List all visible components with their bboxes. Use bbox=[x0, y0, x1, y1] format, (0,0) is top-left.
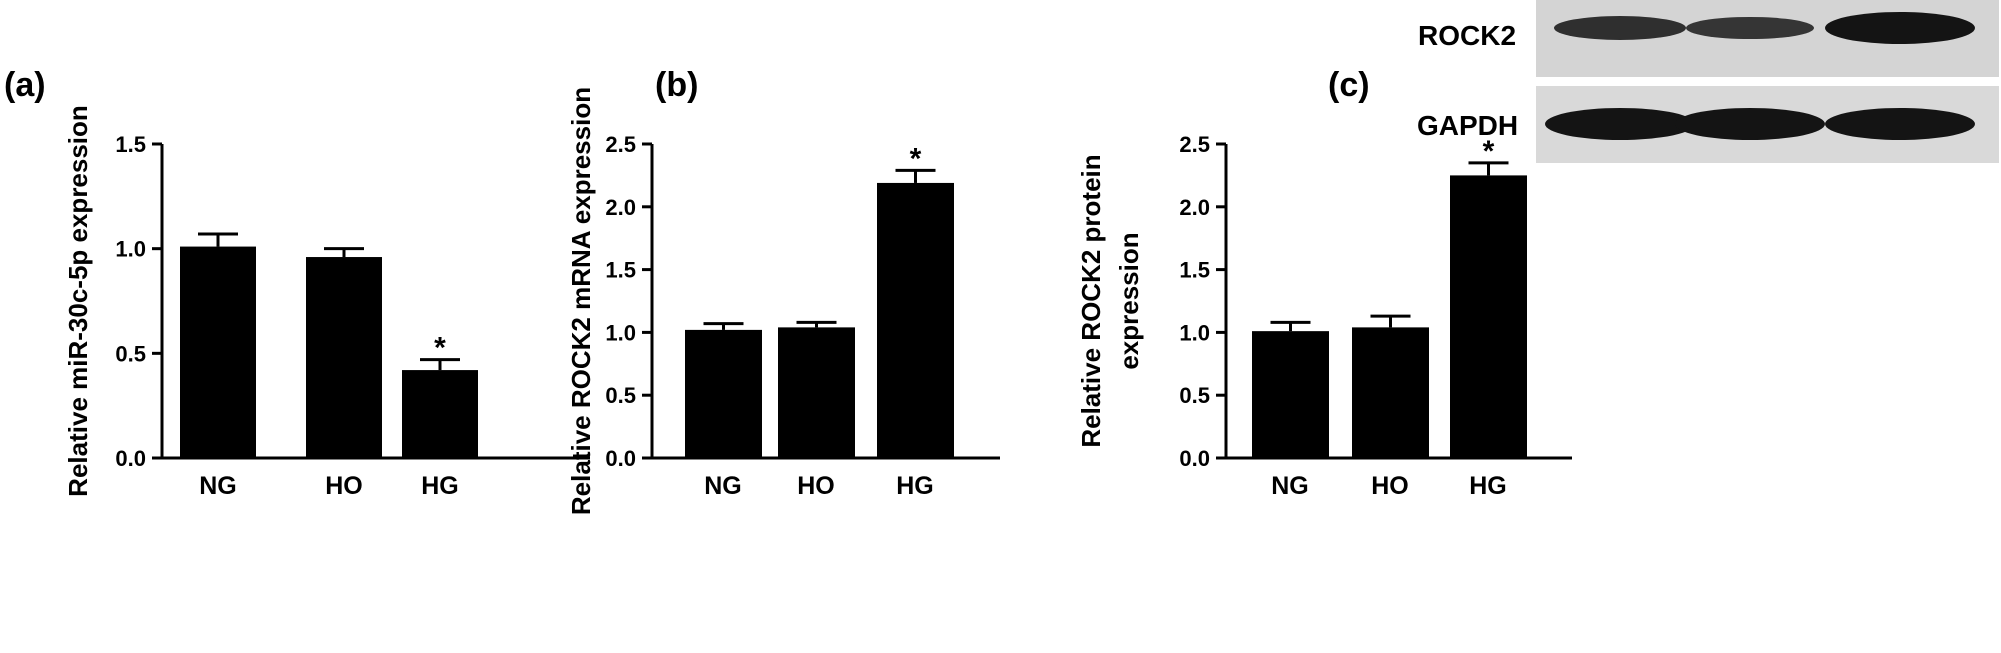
y-tick-label: 2.0 bbox=[605, 195, 636, 220]
blot-band-gapdh-hg bbox=[1825, 108, 1975, 140]
bar-ho bbox=[778, 327, 855, 458]
bar-ng bbox=[180, 246, 256, 458]
y-tick-label: 1.0 bbox=[1179, 320, 1210, 345]
x-tick-label: HG bbox=[896, 472, 934, 500]
bar-hg bbox=[402, 370, 478, 458]
western-blot: ROCK2 GAPDH bbox=[1417, 0, 1999, 163]
y-tick-label: 1.0 bbox=[605, 320, 636, 345]
y-tick-label: 2.5 bbox=[605, 132, 636, 157]
y-tick-label: 1.5 bbox=[115, 132, 146, 157]
y-tick-label: 1.5 bbox=[1179, 258, 1210, 283]
x-tick-label: HO bbox=[797, 472, 835, 500]
significance-star: * bbox=[1483, 135, 1495, 168]
y-tick-label: 0.0 bbox=[605, 446, 636, 471]
x-tick-label: NG bbox=[704, 472, 742, 500]
y-tick-label: 0.5 bbox=[115, 341, 146, 366]
blot-label-rock2: ROCK2 bbox=[1418, 20, 1516, 51]
significance-star: * bbox=[434, 332, 446, 365]
y-axis-label: Relative miR-30c-5p expression bbox=[63, 105, 93, 497]
blot-band-rock2-ng bbox=[1554, 16, 1686, 40]
bar-hg bbox=[877, 182, 954, 458]
blot-band-gapdh-ng bbox=[1545, 108, 1695, 140]
y-axis-label: expression bbox=[1114, 232, 1144, 369]
bar-ho bbox=[306, 257, 382, 458]
blot-band-rock2-hg bbox=[1825, 12, 1975, 44]
y-tick-label: 2.0 bbox=[1179, 195, 1210, 220]
chart-b: 0.0 0.5 1.0 1.5 2.0 2.5 NG HO * HG Relative ROCK2 … bbox=[566, 87, 1000, 515]
y-tick-label: 0.5 bbox=[605, 383, 636, 408]
bar-ho bbox=[1352, 327, 1429, 458]
y-tick-label: 2.5 bbox=[1179, 132, 1210, 157]
y-tick-label: 0.5 bbox=[1179, 383, 1210, 408]
y-tick-label: 0.0 bbox=[1179, 446, 1210, 471]
blot-band-rock2-ho bbox=[1686, 16, 1814, 40]
x-tick-label: NG bbox=[199, 472, 237, 500]
bar-ng bbox=[1252, 331, 1329, 458]
significance-star: * bbox=[910, 142, 922, 175]
x-tick-label: NG bbox=[1271, 472, 1309, 500]
y-axis-label: Relative ROCK2 mRNA expression bbox=[566, 87, 596, 515]
bar-ng bbox=[685, 329, 762, 458]
panel-label-a: (a) bbox=[4, 66, 46, 104]
chart-c: 0.0 0.5 1.0 1.5 2.0 2.5 NG HO * HG Relative ROCK2 … bbox=[1076, 132, 1572, 500]
y-tick-label: 0.0 bbox=[115, 446, 146, 471]
blot-label-gapdh: GAPDH bbox=[1417, 110, 1518, 141]
x-tick-label: HO bbox=[1371, 472, 1409, 500]
x-tick-label: HO bbox=[325, 472, 363, 500]
y-tick-label: 1.0 bbox=[115, 237, 146, 262]
y-axis-label: Relative ROCK2 protein bbox=[1076, 154, 1106, 447]
blot-bands bbox=[1545, 12, 1975, 140]
panel-label-b: (b) bbox=[655, 66, 698, 104]
y-tick-label: 1.5 bbox=[605, 258, 636, 283]
blot-band-gapdh-ho bbox=[1675, 108, 1825, 140]
bar-hg bbox=[1450, 175, 1527, 458]
panel-label-c: (c) bbox=[1328, 66, 1370, 104]
chart-a: 0.0 0.5 1.0 1.5 NG HO * HG Relative miR-30c-5p e… bbox=[63, 105, 590, 500]
x-tick-label: HG bbox=[421, 472, 459, 500]
x-tick-label: HG bbox=[1469, 472, 1507, 500]
